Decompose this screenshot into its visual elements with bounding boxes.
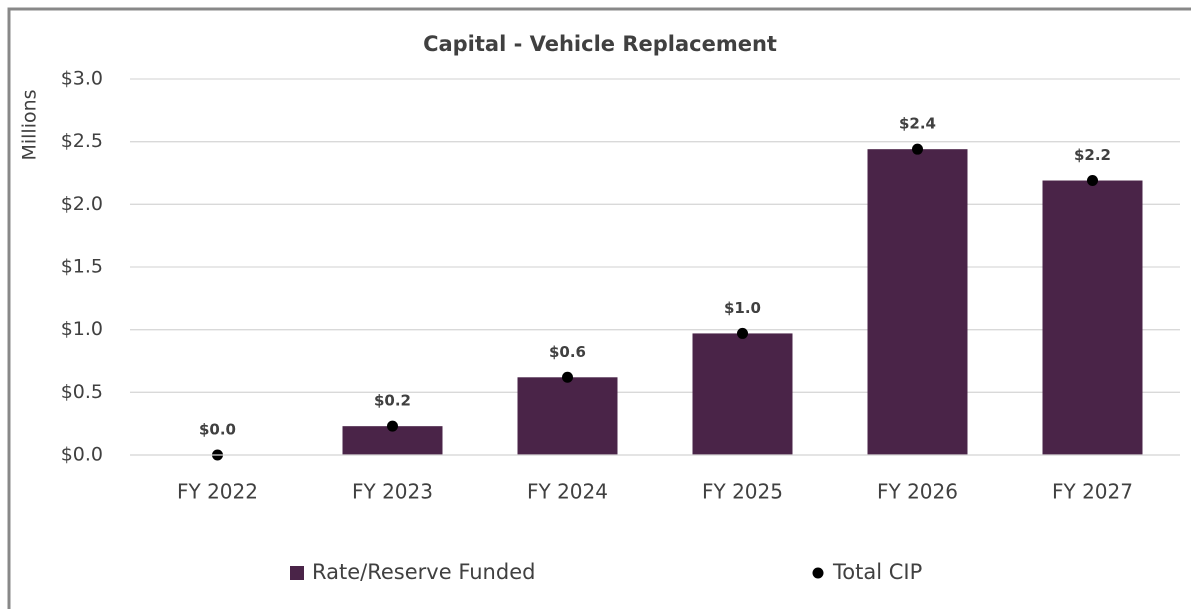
x-tick-label: FY 2027 (1052, 480, 1133, 504)
y-axis-label: Millions (19, 89, 41, 160)
x-tick-label: FY 2024 (527, 480, 608, 504)
data-label: $0.2 (374, 392, 411, 410)
dot (562, 371, 573, 383)
data-label: $0.0 (199, 421, 236, 439)
dot (387, 420, 398, 432)
legend-swatch (290, 566, 304, 580)
chart-frame (7, 7, 1191, 609)
x-tick-label: FY 2022 (177, 480, 258, 504)
chart-title: Capital - Vehicle Replacement (423, 32, 777, 56)
legend-swatch (812, 567, 824, 579)
bar (1042, 180, 1143, 455)
data-label: $2.2 (1074, 146, 1111, 164)
x-tick-label: FY 2025 (702, 480, 783, 504)
data-label: $0.6 (549, 343, 586, 361)
dot (737, 327, 748, 339)
y-tick-label: $1.5 (61, 256, 103, 278)
legend-label: Total CIP (832, 560, 922, 584)
data-label: $1.0 (724, 299, 761, 317)
y-tick-label: $2.0 (61, 193, 103, 215)
y-tick-label: $2.5 (61, 130, 103, 152)
legend-label: Rate/Reserve Funded (312, 560, 535, 584)
x-tick-label: FY 2023 (352, 480, 433, 504)
y-tick-label: $0.0 (61, 444, 103, 466)
bar (692, 333, 793, 455)
x-tick-label: FY 2026 (877, 480, 958, 504)
y-tick-label: $1.0 (61, 318, 103, 340)
dot (1087, 175, 1098, 187)
data-label: $2.4 (899, 115, 936, 133)
bar (517, 377, 618, 455)
y-tick-label: $3.0 (61, 68, 103, 90)
y-tick-label: $0.5 (61, 381, 103, 403)
bar (867, 149, 968, 456)
dot (912, 143, 923, 155)
